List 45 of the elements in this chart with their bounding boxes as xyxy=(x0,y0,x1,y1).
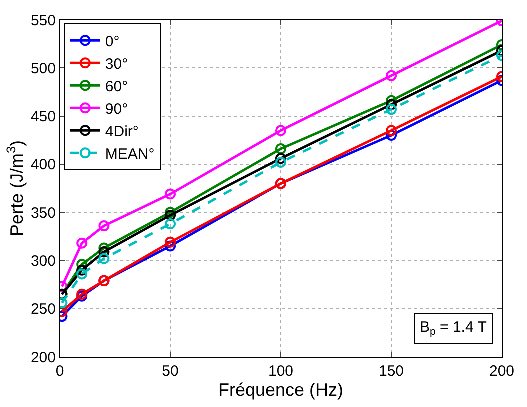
annotation: B$_{p}$ = 1.4 T xyxy=(420,319,487,338)
x-tick-label: 150 xyxy=(378,363,404,380)
y-tick-label: 500 xyxy=(30,60,56,78)
point xyxy=(386,95,397,106)
legend-label: 30° xyxy=(105,56,128,73)
legend-label: 60° xyxy=(105,78,128,96)
legend-label: 90° xyxy=(105,100,128,118)
point xyxy=(165,236,176,248)
x-axis-title: Fréquence (Hz) xyxy=(218,380,344,400)
point xyxy=(276,125,286,136)
y-tick-label: 250 xyxy=(30,301,56,318)
y-tick-label: 200 xyxy=(30,349,56,366)
point xyxy=(276,157,286,168)
point xyxy=(76,264,88,276)
point xyxy=(276,153,286,164)
point xyxy=(98,246,110,258)
x-tick-label: 50 xyxy=(162,363,179,380)
y-tick-label: 300 xyxy=(30,252,56,270)
point xyxy=(98,220,110,232)
legend-label: 0° xyxy=(105,33,120,50)
point xyxy=(165,240,176,252)
point xyxy=(76,238,88,249)
y-tick-label: 400 xyxy=(30,156,56,174)
point xyxy=(165,207,176,218)
point xyxy=(98,253,110,264)
point xyxy=(386,130,397,142)
x-tick-label: 100 xyxy=(268,363,294,380)
point xyxy=(386,104,397,116)
point xyxy=(165,210,176,221)
legend-label: 4Dir° xyxy=(105,123,139,140)
point xyxy=(165,218,176,230)
point xyxy=(386,125,397,136)
y-tick-label: 450 xyxy=(30,108,56,126)
x-tick-label: 0 xyxy=(56,363,64,380)
point xyxy=(386,70,397,82)
point xyxy=(76,259,88,270)
y-tick-label: 350 xyxy=(30,204,56,222)
legend-label: MEAN° xyxy=(105,146,155,163)
x-tick-label: 200 xyxy=(489,363,515,380)
point xyxy=(276,144,286,155)
point xyxy=(386,99,397,110)
point xyxy=(165,188,176,200)
point xyxy=(76,268,88,280)
y-tick-label: 550 xyxy=(30,12,56,30)
point xyxy=(98,242,110,254)
